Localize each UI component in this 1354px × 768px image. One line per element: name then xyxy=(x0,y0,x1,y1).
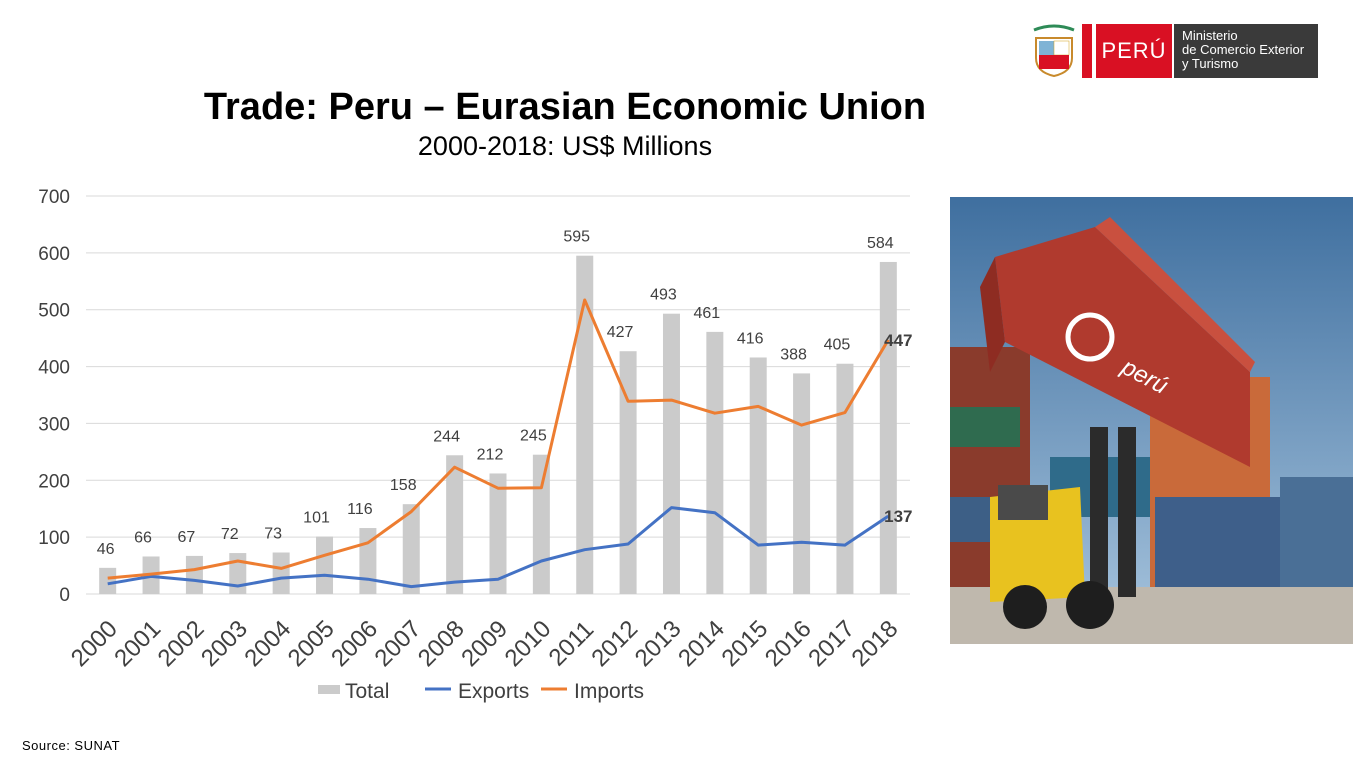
data-label: 73 xyxy=(264,525,282,542)
bar-total xyxy=(619,351,637,594)
chart-subtitle: 2000-2018: US$ Millions xyxy=(417,131,713,161)
ministry-line-2: de Comercio Exterior xyxy=(1182,42,1305,57)
bar-total xyxy=(272,552,290,594)
data-label: 461 xyxy=(693,305,720,322)
data-label: 101 xyxy=(303,510,330,527)
trade-chart: 0 100 200 300 400 500 600 700 46 66 67 72 73 101 116 15… xyxy=(38,187,912,703)
data-label: 427 xyxy=(607,324,634,341)
chart-title: Trade: Peru – Eurasian Economic Union xyxy=(203,86,927,128)
data-label: 46 xyxy=(97,541,115,558)
container-photo: perú xyxy=(950,197,1353,644)
data-label: 72 xyxy=(221,526,239,543)
x-tick-label: 2005 xyxy=(283,615,340,672)
ministry-line-1: Ministerio xyxy=(1182,28,1238,43)
ministry-line-3: y Turismo xyxy=(1182,56,1239,71)
legend-label: Exports xyxy=(458,680,529,703)
data-label: 493 xyxy=(650,287,677,304)
line-exports xyxy=(107,506,890,589)
x-tick-label: 2011 xyxy=(544,616,600,672)
data-label: 595 xyxy=(563,229,590,246)
y-tick-label: 700 xyxy=(38,187,70,208)
bar-total xyxy=(879,261,897,594)
x-tick-label: 2006 xyxy=(326,615,383,672)
coat-of-arms-icon xyxy=(1033,24,1075,78)
bar-total xyxy=(836,363,854,594)
data-label: 67 xyxy=(178,529,196,546)
bar-total xyxy=(793,373,811,594)
ministry-logo: PERÚ Ministerio de Comercio Exterior y T… xyxy=(1030,22,1320,80)
y-tick-label: 300 xyxy=(38,414,70,435)
legend-swatch xyxy=(318,685,340,694)
x-tick-label: 2003 xyxy=(196,615,253,672)
data-label: 388 xyxy=(780,346,807,363)
x-tick-label: 2009 xyxy=(456,615,513,672)
y-tick-label: 100 xyxy=(38,528,70,549)
x-tick-label: 2017 xyxy=(803,615,860,672)
data-label: 66 xyxy=(134,529,152,546)
data-label: 116 xyxy=(347,501,373,518)
bar-total xyxy=(576,255,594,594)
flag-stripe xyxy=(1082,24,1092,78)
end-label-imports: 447 xyxy=(884,331,912,350)
x-tick-label: 2012 xyxy=(586,615,643,672)
line-imports xyxy=(107,298,890,580)
bar-total xyxy=(749,357,767,594)
data-label: 245 xyxy=(520,428,547,445)
ministry-name: Ministerio de Comercio Exterior y Turism… xyxy=(1174,24,1318,78)
data-label: 244 xyxy=(433,428,460,445)
bar-total xyxy=(532,454,550,594)
bar-total xyxy=(706,331,724,594)
x-tick-label: 2000 xyxy=(66,615,123,672)
brand-country: PERÚ xyxy=(1096,24,1172,78)
bar-total xyxy=(446,455,464,594)
bar-total xyxy=(402,504,420,594)
data-label: 405 xyxy=(824,337,851,354)
bar-total xyxy=(662,313,680,594)
y-tick-label: 200 xyxy=(38,471,70,492)
x-tick-label: 2018 xyxy=(847,615,904,672)
x-tick-label: 2004 xyxy=(239,615,296,672)
y-tick-label: 600 xyxy=(38,244,70,265)
bar-total xyxy=(316,536,334,594)
x-tick-label: 2007 xyxy=(370,615,427,672)
x-tick-label: 2016 xyxy=(760,615,817,672)
x-tick-label: 2001 xyxy=(109,615,166,672)
source-note: Source: SUNAT xyxy=(22,738,121,753)
bar-total xyxy=(489,473,507,594)
legend-label: Imports xyxy=(574,680,644,703)
y-tick-label: 500 xyxy=(38,301,70,322)
data-label: 416 xyxy=(737,330,764,347)
x-tick-label: 2008 xyxy=(413,615,470,672)
x-tick-label: 2002 xyxy=(153,615,210,672)
data-label: 212 xyxy=(477,446,504,463)
data-label: 584 xyxy=(867,235,894,252)
y-tick-label: 0 xyxy=(59,585,70,606)
lifted-container: perú xyxy=(980,217,1255,467)
bar-total xyxy=(229,553,247,594)
x-tick-label: 2014 xyxy=(673,615,730,672)
bar-total xyxy=(185,555,203,594)
y-tick-label: 400 xyxy=(38,358,70,379)
data-label: 158 xyxy=(390,477,417,494)
x-tick-label: 2013 xyxy=(630,615,687,672)
x-tick-label: 2015 xyxy=(716,615,773,672)
legend-label: Total xyxy=(345,680,389,703)
end-label-exports: 137 xyxy=(884,507,912,526)
bar-total xyxy=(99,567,117,594)
x-tick-label: 2010 xyxy=(500,615,557,672)
